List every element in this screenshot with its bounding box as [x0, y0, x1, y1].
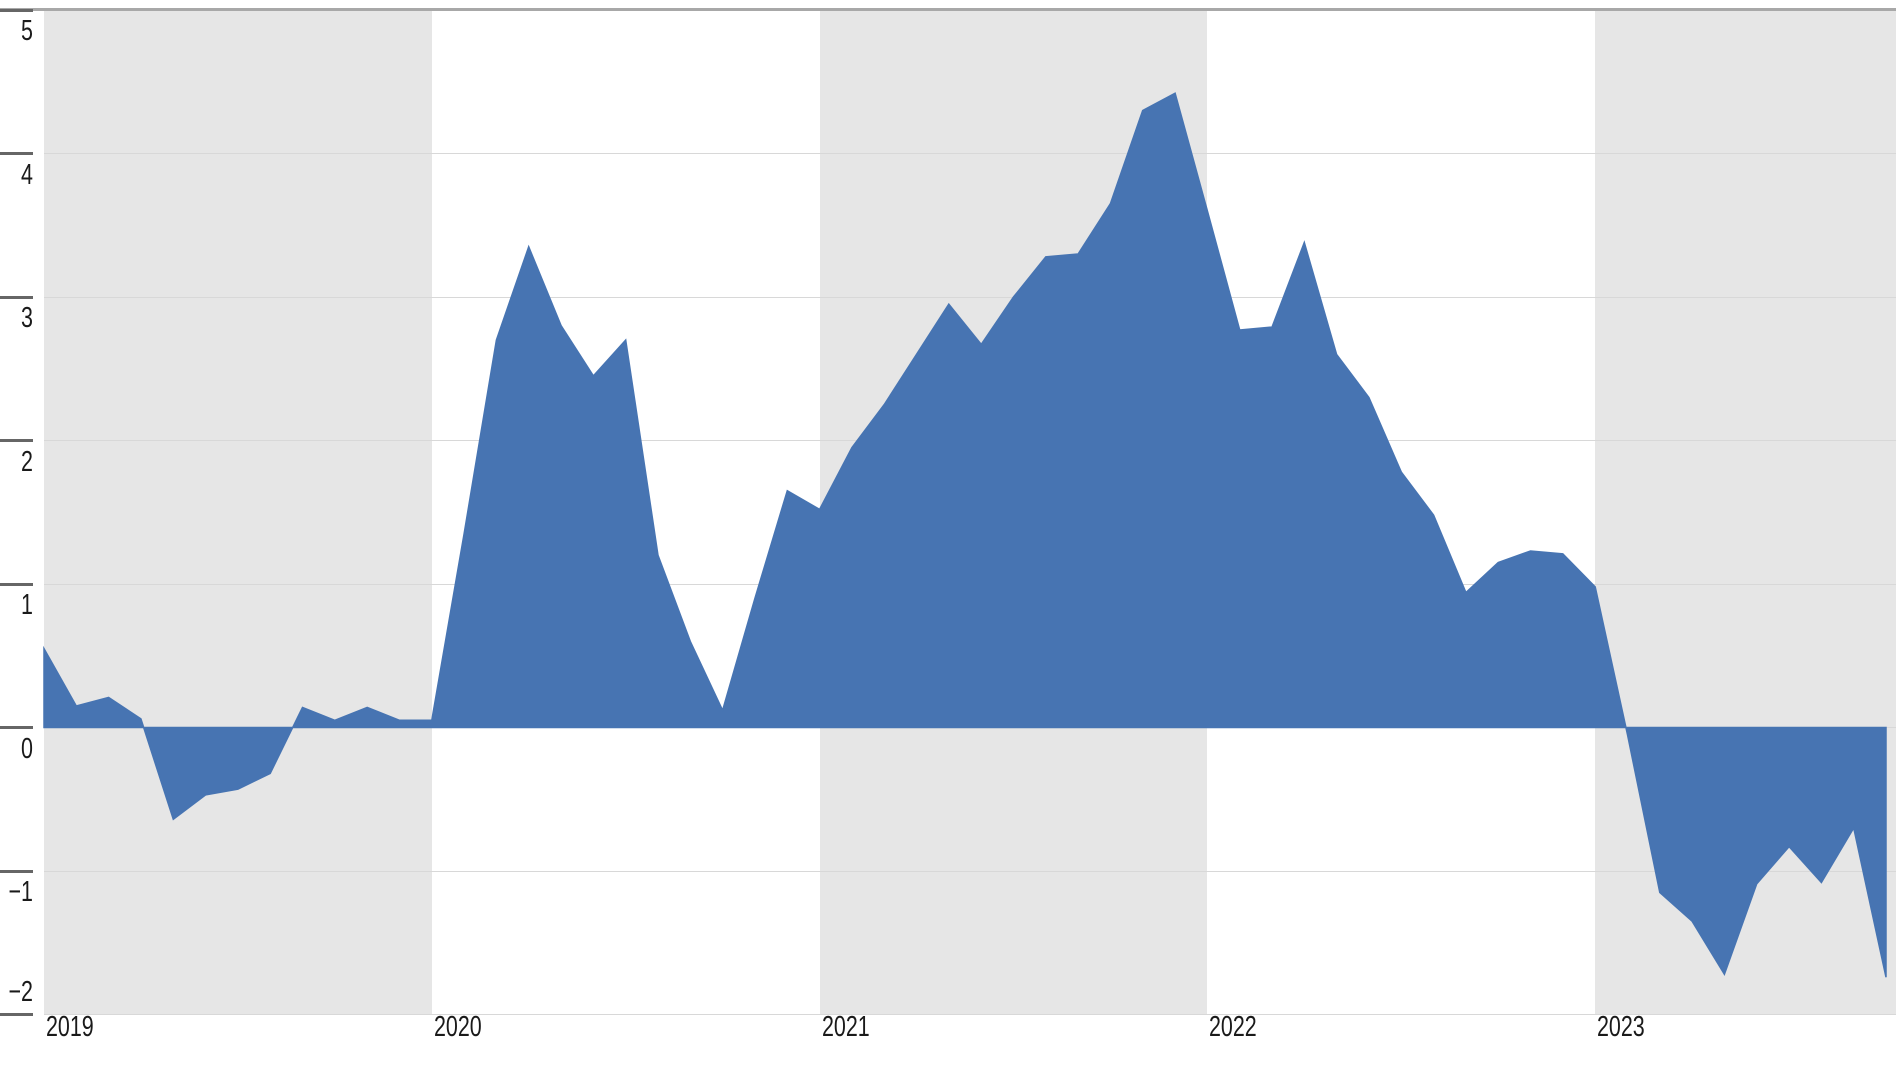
gridline--2 — [44, 1014, 1896, 1015]
y-tick-label-2: 2 — [21, 445, 33, 478]
x-tick-label-2023: 2023 — [1597, 1011, 1645, 1043]
x-tick-label-2019: 2019 — [46, 1011, 94, 1043]
y-tick-label-1: 1 — [21, 589, 33, 621]
y-tick-label-4: 4 — [21, 158, 33, 191]
y-tick-5 — [0, 8, 33, 12]
gridline-4 — [44, 153, 1896, 154]
y-tick--1 — [0, 869, 33, 873]
y-tick-label--1: −1 — [8, 876, 33, 908]
gridline-3 — [44, 296, 1896, 298]
x-tick-label-2021: 2021 — [821, 1011, 870, 1043]
gridline--1 — [44, 870, 1896, 872]
year-band-2019 — [44, 11, 432, 1015]
y-tick-label--2: −2 — [8, 975, 33, 1008]
top-axis-rule — [0, 8, 1896, 11]
y-tick-3 — [0, 295, 33, 299]
y-tick-2 — [0, 439, 33, 442]
area-series — [43, 92, 1887, 978]
x-tick-label-2022: 2022 — [1209, 1011, 1258, 1043]
x-tick-label-2020: 2020 — [433, 1011, 482, 1043]
y-tick-0 — [0, 726, 33, 729]
y-tick-4 — [0, 152, 33, 155]
y-tick-1 — [0, 582, 33, 586]
y-tick--2 — [0, 1013, 33, 1016]
y-tick-label-0: 0 — [21, 732, 33, 765]
y-tick-label-5: 5 — [21, 15, 33, 47]
y-tick-label-3: 3 — [21, 302, 33, 334]
